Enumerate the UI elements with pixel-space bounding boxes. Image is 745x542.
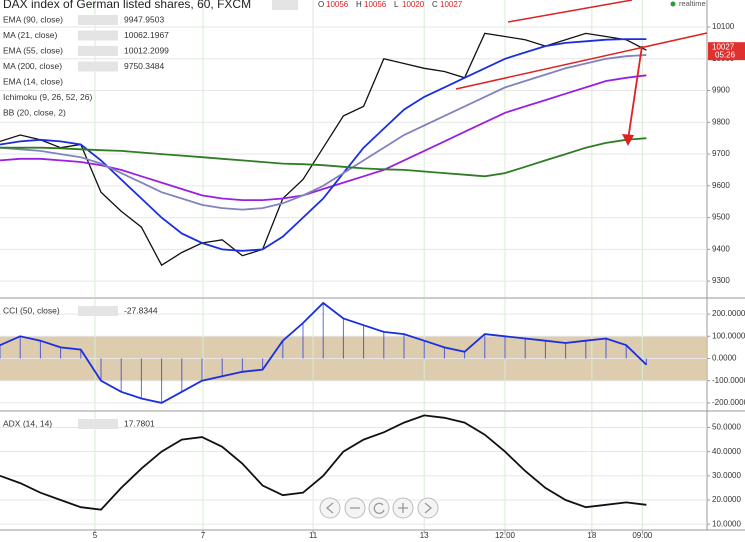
series-line xyxy=(0,301,648,404)
inactive-indicator: BB (20, close, 2) xyxy=(3,107,66,117)
ohlc-label: L xyxy=(394,0,399,9)
scroll-left-button[interactable] xyxy=(319,497,341,519)
y-tick-label: -200.0000 xyxy=(712,398,745,407)
price-tag xyxy=(708,42,745,61)
x-tick-label: 5 xyxy=(93,531,98,540)
price-tag-value: 10027 xyxy=(712,42,735,51)
y-tick-label: 10100 xyxy=(712,22,735,31)
legend-value: 9750.3484 xyxy=(124,61,164,71)
ohlc-value: 10056 xyxy=(326,0,349,9)
y-tick-label: 9700 xyxy=(712,149,730,158)
series-line xyxy=(0,414,647,511)
y-tick-label: 9600 xyxy=(712,181,730,190)
forecast-arrow xyxy=(627,45,643,141)
ohlc-value: 10027 xyxy=(440,0,463,9)
y-tick-label: 30.0000 xyxy=(712,471,741,480)
y-tick-label: 40.0000 xyxy=(712,447,741,456)
trend-line xyxy=(507,0,633,23)
y-tick-label: 9400 xyxy=(712,244,730,253)
title-controls xyxy=(272,0,298,10)
legend-controls xyxy=(78,306,118,316)
legend-name: EMA (55, close) xyxy=(3,45,63,55)
icon xyxy=(325,502,334,514)
icon xyxy=(424,502,433,514)
ohlc-value: 10020 xyxy=(402,0,425,9)
chart-title: DAX index of German listed shares, 60, F… xyxy=(3,0,251,11)
legend-controls xyxy=(78,419,118,429)
series-line xyxy=(0,32,647,267)
series-line xyxy=(0,137,647,178)
legend-value: 10012.2099 xyxy=(124,45,169,55)
status: realtime xyxy=(679,0,706,8)
price-tag-timer: 05:26 xyxy=(715,50,736,59)
ohlc-label: H xyxy=(356,0,362,9)
y-tick-label: 9900 xyxy=(712,86,730,95)
status-dot xyxy=(670,1,676,7)
x-tick-label: 12:00 xyxy=(495,531,516,540)
y-tick-label: 10.0000 xyxy=(712,519,741,528)
ohlc-label: C xyxy=(432,0,438,9)
y-tick-label: 9800 xyxy=(712,117,730,126)
x-tick-label: 09:00 xyxy=(632,531,653,540)
icon xyxy=(373,502,385,514)
trend-line xyxy=(455,32,708,90)
x-tick-label: 7 xyxy=(201,531,206,540)
y-tick-label: -100.0000 xyxy=(712,376,745,385)
legend-controls xyxy=(78,15,118,25)
y-tick-label: 0.0000 xyxy=(712,354,737,363)
x-tick-label: 11 xyxy=(309,531,318,540)
x-tick-label: 18 xyxy=(587,531,596,540)
inactive-indicator: EMA (14, close) xyxy=(3,76,63,86)
legend-value: -27.8344 xyxy=(124,305,158,315)
y-tick-label: 9500 xyxy=(712,213,730,222)
zoom-controls xyxy=(319,497,439,519)
series-line xyxy=(0,54,647,211)
ohlc-value: 10056 xyxy=(364,0,387,9)
legend-name: MA (21, close) xyxy=(3,30,57,40)
reset-button[interactable] xyxy=(368,497,390,519)
y-tick-label: 9300 xyxy=(712,276,730,285)
legend-name: ADX (14, 14) xyxy=(3,418,52,428)
legend-controls xyxy=(78,61,118,72)
scroll-right-button[interactable] xyxy=(417,497,439,519)
legend-controls xyxy=(78,30,118,41)
y-tick-label: 200.0000 xyxy=(712,309,745,318)
legend-name: CCI (50, close) xyxy=(3,305,60,315)
inactive-indicator: Ichimoku (9, 26, 52, 26) xyxy=(3,92,92,102)
legend-controls xyxy=(78,46,118,56)
x-tick-label: 13 xyxy=(420,531,429,540)
y-tick-label: 20.0000 xyxy=(712,495,741,504)
legend-name: MA (200, close) xyxy=(3,61,62,71)
icon xyxy=(398,503,408,513)
legend-value: 17.7801 xyxy=(124,418,155,428)
legend-value: 10062.1967 xyxy=(124,30,169,40)
y-tick-label: 100.0000 xyxy=(712,331,745,340)
y-tick-label: 50.0000 xyxy=(712,423,741,432)
legend-name: EMA (90, close) xyxy=(3,14,63,24)
arrow-head xyxy=(622,134,634,146)
legend-value: 9947.9503 xyxy=(124,14,164,24)
ohlc-label: O xyxy=(318,0,324,9)
